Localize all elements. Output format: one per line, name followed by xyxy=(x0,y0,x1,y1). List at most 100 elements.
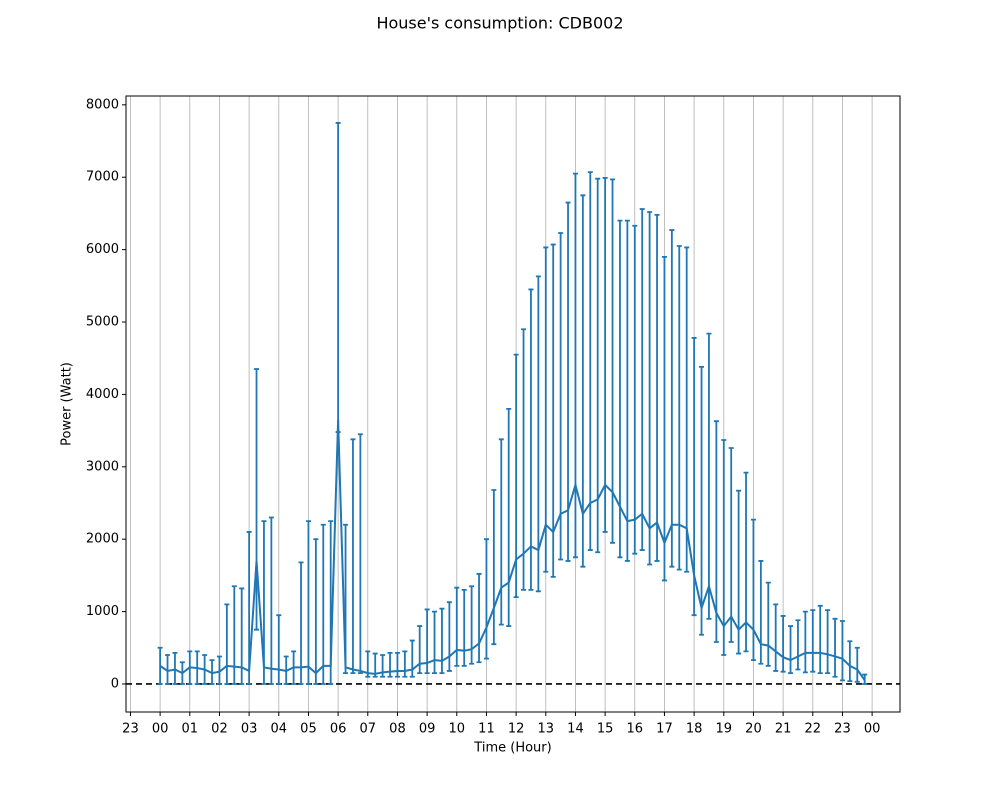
x-axis-label: Time (Hour) xyxy=(473,741,551,756)
error-bar xyxy=(676,245,682,571)
error-bar xyxy=(239,587,245,685)
error-bar xyxy=(276,614,282,685)
error-bar xyxy=(832,617,838,678)
y-tick-label: 3000 xyxy=(86,459,119,474)
error-bar xyxy=(795,619,801,671)
error-bar xyxy=(602,177,608,533)
error-bar xyxy=(409,639,415,678)
error-bar xyxy=(254,368,260,631)
x-tick-label: 00 xyxy=(864,722,881,737)
x-tick-label: 18 xyxy=(686,722,703,737)
x-tick-label: 14 xyxy=(567,722,584,737)
error-bar xyxy=(632,224,638,555)
error-bar xyxy=(684,246,690,573)
error-bar xyxy=(439,607,445,675)
x-tick-label: 03 xyxy=(241,722,258,737)
error-bar xyxy=(313,538,319,685)
x-tick-label: 13 xyxy=(538,722,555,737)
error-bar xyxy=(624,219,630,562)
y-tick-label: 8000 xyxy=(86,97,119,112)
error-bar xyxy=(268,516,274,685)
error-bar xyxy=(661,255,667,582)
error-bar xyxy=(528,288,534,591)
y-tick-label: 1000 xyxy=(86,604,119,619)
error-bar xyxy=(713,420,719,643)
error-bar xyxy=(491,489,497,646)
line xyxy=(159,419,866,681)
error-bar xyxy=(647,211,653,566)
x-tick-label: 17 xyxy=(656,722,673,737)
chart-title: House's consumption: CDB002 xyxy=(376,14,623,33)
error-bar xyxy=(854,646,860,683)
error-bar xyxy=(298,561,304,685)
y-tick-label: 0 xyxy=(111,676,119,691)
x-tick-label: 07 xyxy=(360,722,377,737)
x-tick-label: 15 xyxy=(597,722,614,737)
error-bar xyxy=(224,603,230,685)
y-axis-label: Power (Watt) xyxy=(60,362,75,446)
error-bar xyxy=(558,232,564,561)
error-bar xyxy=(172,651,178,685)
y-tick-label: 7000 xyxy=(86,170,119,185)
error-bar xyxy=(654,213,660,562)
x-tick-label: 08 xyxy=(389,722,406,737)
error-bar xyxy=(802,610,808,674)
error-bar xyxy=(543,246,549,573)
x-tick-label: 12 xyxy=(508,722,525,737)
x-tick-label: 23 xyxy=(122,722,139,737)
error-bar xyxy=(535,275,541,593)
x-tick-label: 22 xyxy=(805,722,822,737)
error-bar xyxy=(839,620,845,682)
error-bar xyxy=(706,332,712,620)
error-bar xyxy=(617,219,623,559)
x-tick-label: 00 xyxy=(152,722,169,737)
error-bar xyxy=(216,655,222,685)
error-bar xyxy=(513,353,519,599)
error-bar xyxy=(765,581,771,667)
error-bar xyxy=(394,651,400,678)
y-tick-label: 2000 xyxy=(86,532,119,547)
x-tick-label: 02 xyxy=(211,722,228,737)
x-tick-label: 01 xyxy=(182,722,199,737)
error-bar xyxy=(402,650,408,678)
error-bar xyxy=(721,439,727,656)
error-bar xyxy=(572,172,578,559)
error-bar xyxy=(476,573,482,664)
error-bar xyxy=(810,609,816,673)
error-bar xyxy=(587,171,593,551)
x-tick-label: 20 xyxy=(745,722,762,737)
y-tick-label: 5000 xyxy=(86,315,119,330)
x-tick-label: 09 xyxy=(419,722,436,737)
error-bar xyxy=(483,538,489,660)
error-bar xyxy=(320,523,326,685)
error-bar xyxy=(446,601,452,672)
x-tick-label: 04 xyxy=(271,722,288,737)
error-bar xyxy=(498,438,504,626)
error-bar xyxy=(357,433,363,675)
x-tick-label: 10 xyxy=(449,722,466,737)
error-bar xyxy=(565,201,571,562)
error-bar xyxy=(165,654,171,685)
plot-frame xyxy=(125,95,901,713)
error-bar xyxy=(305,520,311,685)
error-bar xyxy=(610,178,616,544)
error-bar xyxy=(550,243,556,578)
error-bar xyxy=(454,586,460,667)
x-tick-label: 06 xyxy=(330,722,347,737)
error-bar xyxy=(780,615,786,673)
error-bar xyxy=(847,640,853,682)
error-bar xyxy=(817,604,823,675)
error-bar xyxy=(773,603,779,672)
error-bar xyxy=(639,208,645,551)
error-bar xyxy=(750,518,756,661)
x-tick-label: 05 xyxy=(300,722,317,737)
x-tick-label: 23 xyxy=(834,722,851,737)
error-bar xyxy=(432,610,438,675)
error-bar xyxy=(461,588,467,667)
error-bar xyxy=(825,609,831,675)
error-bar xyxy=(669,229,675,568)
error-bar xyxy=(350,438,356,675)
error-bar xyxy=(417,625,423,675)
error-bar xyxy=(521,328,527,591)
